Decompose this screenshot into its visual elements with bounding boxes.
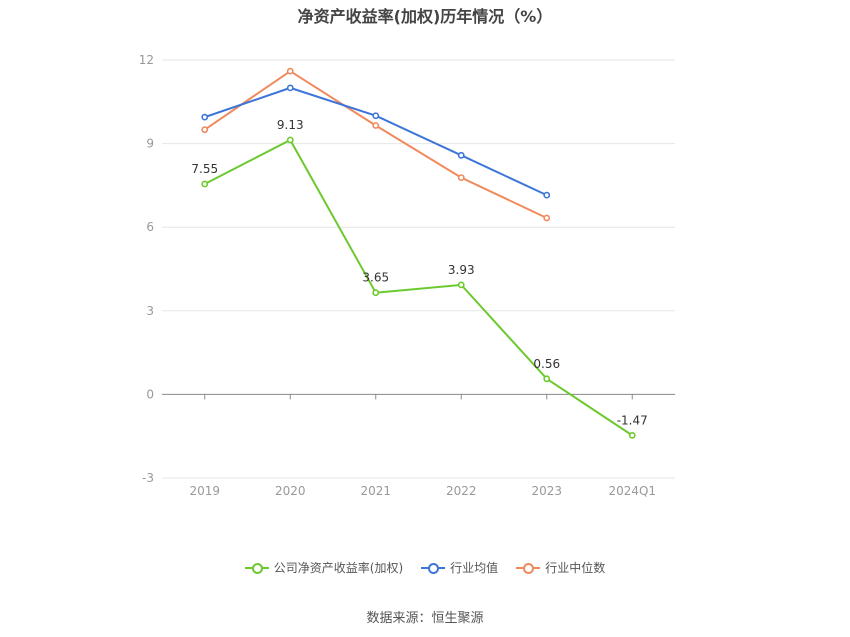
series-line <box>204 138 633 437</box>
series-line <box>204 86 548 197</box>
x-tick-label: 2022 <box>446 484 477 498</box>
chart-title: 净资产收益率(加权)历年情况（%） <box>297 7 553 26</box>
data-point <box>457 281 465 289</box>
data-point <box>543 214 551 222</box>
data-point <box>543 191 551 199</box>
legend-item[interactable]: 公司净资产收益率(加权) <box>244 559 404 576</box>
data-label: 3.93 <box>448 263 475 277</box>
y-tick-label: -3 <box>142 471 154 485</box>
legend-swatch-icon <box>421 561 446 575</box>
y-tick-label: 6 <box>146 220 154 234</box>
legend: 公司净资产收益率(加权) 行业均值 行业中位数 <box>0 559 850 576</box>
y-tick-label: 0 <box>146 387 154 401</box>
data-label: -1.47 <box>617 413 648 427</box>
data-point <box>286 84 294 92</box>
y-tick-label: 9 <box>146 137 154 151</box>
data-labels: 7.55 9.13 3.65 3.93 0.56 -1.47 <box>191 118 647 427</box>
data-point <box>372 122 380 129</box>
data-point <box>286 67 294 75</box>
data-label: 9.13 <box>277 118 304 132</box>
series-group <box>201 67 636 439</box>
data-point <box>457 151 465 159</box>
data-point <box>372 112 380 120</box>
x-tick-label: 2023 <box>531 484 562 498</box>
source-note: 数据来源：恒生聚源 <box>366 611 484 626</box>
x-axis: 2019 2020 2021 2022 2023 2024Q1 <box>162 393 675 498</box>
data-label: 3.65 <box>362 271 389 285</box>
data-point <box>457 174 465 181</box>
legend-item[interactable]: 行业均值 <box>421 559 498 576</box>
data-label: 0.56 <box>533 357 560 371</box>
data-point <box>543 375 551 383</box>
series-line <box>204 69 548 219</box>
data-point <box>372 289 380 297</box>
grid-lines <box>162 59 675 479</box>
data-point <box>201 180 209 188</box>
x-tick-label: 2024Q1 <box>608 484 656 498</box>
y-axis-ticks: -3 0 3 6 9 12 <box>139 53 154 485</box>
legend-label: 行业中位数 <box>545 561 606 575</box>
data-point <box>628 431 636 439</box>
x-tick-label: 2019 <box>189 484 220 498</box>
legend-swatch-icon <box>516 561 541 575</box>
legend-item[interactable]: 行业中位数 <box>516 559 605 576</box>
data-point <box>201 126 209 134</box>
legend-label: 行业均值 <box>450 561 499 575</box>
y-tick-label: 12 <box>139 53 154 67</box>
y-tick-label: 3 <box>146 304 154 318</box>
x-tick-label: 2020 <box>275 484 306 498</box>
legend-swatch-icon <box>244 561 269 575</box>
data-point <box>201 113 209 121</box>
x-tick-label: 2021 <box>360 484 391 498</box>
data-label: 7.55 <box>191 162 218 176</box>
legend-label: 公司净资产收益率(加权) <box>273 561 404 575</box>
data-point <box>286 136 294 144</box>
